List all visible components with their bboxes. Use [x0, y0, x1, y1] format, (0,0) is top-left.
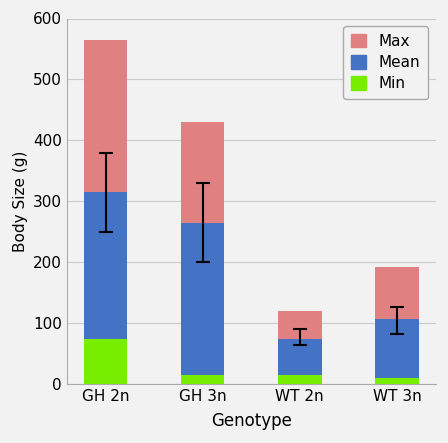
Bar [278, 338, 322, 375]
X-axis label: Genotype: Genotype [211, 412, 292, 431]
Bar [375, 319, 419, 378]
Bar [84, 192, 127, 338]
Bar [375, 378, 419, 385]
Bar [278, 375, 322, 385]
Bar [84, 338, 127, 385]
Bar [375, 267, 419, 319]
Bar [181, 223, 224, 375]
Bar [84, 40, 127, 192]
Bar [278, 311, 322, 338]
Bar [181, 122, 224, 223]
Y-axis label: Body Size (g): Body Size (g) [13, 151, 27, 252]
Bar [181, 375, 224, 385]
Legend: Max, Mean, Min: Max, Mean, Min [344, 26, 428, 99]
